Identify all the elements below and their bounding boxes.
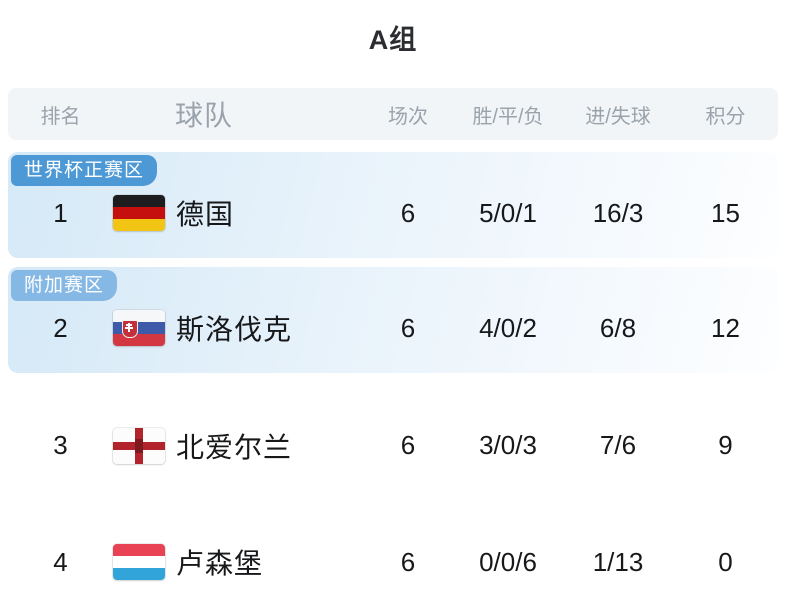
win-draw-loss-value: 0/0/6	[479, 546, 537, 577]
header-goals: 进/失球	[585, 105, 651, 128]
northern-ireland-flag	[113, 427, 165, 464]
zone-badge: 附加赛区	[11, 270, 118, 301]
team-name: 卢森堡	[176, 548, 264, 579]
points-value: 9	[718, 430, 733, 460]
zone-badge: 世界杯正赛区	[11, 155, 158, 186]
standings-rows: 世界杯正赛区 1 德国 6 5/0/1 16/3 15 附加赛区 2 斯洛伐克 …	[8, 152, 778, 598]
points-value: 0	[718, 546, 733, 577]
team-name: 北爱尔兰	[176, 431, 293, 463]
win-draw-loss-value: 5/0/1	[479, 197, 537, 228]
header-rank: 排名	[40, 105, 81, 128]
rank-value: 2	[53, 312, 68, 343]
standings-row[interactable]: 4 卢森堡 6 0/0/6 1/13 0	[8, 509, 778, 598]
rank-value: 4	[53, 546, 68, 577]
table-header: 排名 球队 场次 胜/平/负 进/失球 积分	[8, 88, 778, 140]
standings-row[interactable]: 世界杯正赛区 1 德国 6 5/0/1 16/3 15	[8, 152, 778, 258]
team-name: 德国	[176, 199, 235, 230]
points-value: 15	[711, 197, 740, 228]
win-draw-loss-value: 4/0/2	[479, 312, 537, 343]
group-title: A组	[368, 25, 418, 55]
rank-value: 1	[53, 197, 68, 228]
matches-value: 6	[400, 312, 416, 343]
slovakia-flag	[113, 310, 165, 346]
matches-value: 6	[400, 197, 416, 228]
rank-value: 3	[53, 430, 68, 460]
goals-value: 1/13	[592, 546, 644, 577]
matches-value: 6	[400, 546, 416, 577]
win-draw-loss-value: 3/0/3	[479, 430, 537, 460]
points-value: 12	[711, 312, 740, 343]
header-points: 积分	[705, 105, 746, 128]
matches-value: 6	[400, 430, 416, 460]
header-win-draw-loss: 胜/平/负	[472, 105, 544, 128]
standings-row[interactable]: 附加赛区 2 斯洛伐克 6 4/0/2 6/8 12	[8, 267, 778, 373]
standings-row[interactable]: 3 北爱尔兰 6 3/0/3 7/6 9	[8, 382, 778, 509]
goals-value: 16/3	[592, 197, 644, 228]
luxembourg-flag	[113, 544, 165, 580]
team-name: 斯洛伐克	[176, 314, 293, 345]
germany-flag	[113, 195, 165, 231]
header-team: 球队	[175, 100, 234, 131]
goals-value: 7/6	[599, 430, 637, 460]
goals-value: 6/8	[599, 312, 637, 343]
header-matches: 场次	[388, 105, 428, 128]
